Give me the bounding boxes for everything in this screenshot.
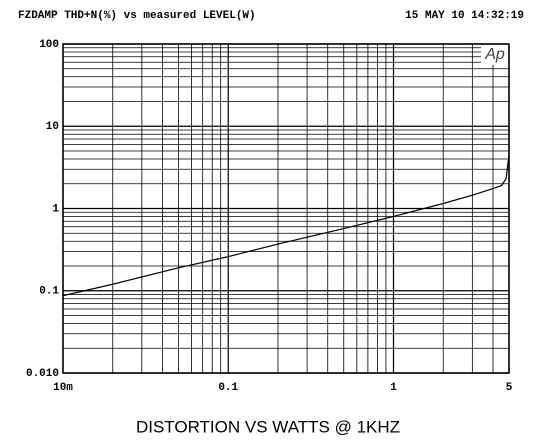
x-tick-label: 1	[390, 382, 397, 394]
data-line	[62, 154, 510, 297]
y-tick-label: 1	[52, 203, 59, 215]
timestamp: 15 MAY 10 14:32:19	[405, 10, 524, 22]
logo: Ap	[484, 46, 505, 63]
caption: DISTORTION VS WATTS @ 1KHZ	[136, 417, 400, 436]
chart-title: FZDAMP THD+N(%) vs measured LEVEL(W)	[18, 10, 256, 22]
x-tick-label: 0.1	[218, 382, 238, 394]
y-tick-label: 10	[46, 121, 59, 133]
x-tick-label: 10m	[53, 382, 73, 394]
x-tick-label: 5	[506, 382, 513, 394]
y-tick-label: 0.1	[39, 286, 59, 298]
y-tick-label: 100	[39, 39, 59, 51]
plot-frame	[62, 43, 510, 374]
y-tick-label: 0.010	[26, 368, 59, 380]
logo-box	[481, 45, 508, 65]
